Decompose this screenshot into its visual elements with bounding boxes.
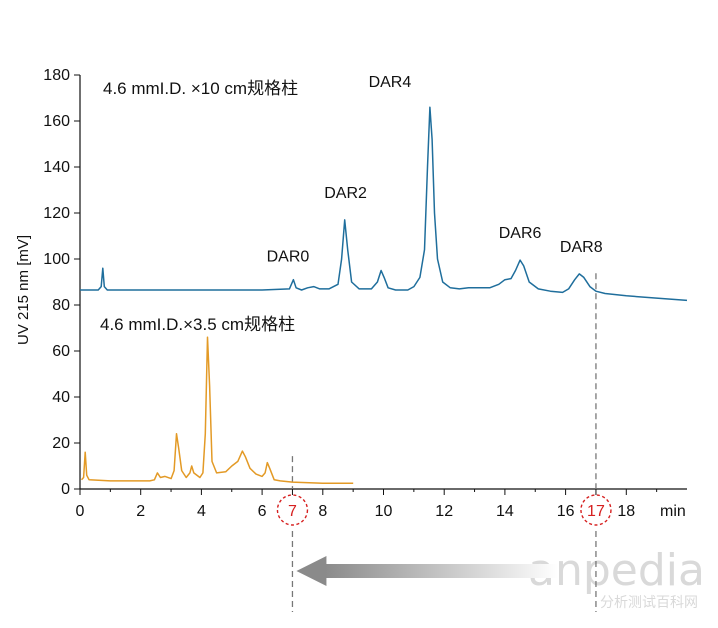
y-axis-title: UV 215 nm [mV]	[15, 235, 32, 345]
y-tick-label: 60	[52, 343, 70, 360]
peak-label: DAR6	[499, 225, 542, 242]
x-tick-label: 4	[197, 503, 206, 520]
x-tick-label: 10	[375, 503, 393, 520]
series-title-1: 4.6 mmI.D. ×10 cm规格柱	[103, 79, 298, 98]
y-tick-label: 180	[43, 67, 70, 84]
tick-highlight-circle	[580, 494, 612, 526]
peak-label: DAR4	[369, 74, 412, 91]
y-tick-label: 0	[61, 481, 70, 498]
y-tick-label: 40	[52, 389, 70, 406]
labels: 4.6 mmI.D. ×10 cm规格柱 4.6 mmI.D.×3.5 cm规格柱…	[100, 74, 603, 334]
x-tick-label: 12	[435, 503, 453, 520]
y-tick-label: 140	[43, 159, 70, 176]
series-line-1	[80, 106, 688, 302]
dashed-markers	[291, 273, 597, 612]
x-axis-title: min	[660, 503, 686, 520]
y-tick-label: 80	[52, 297, 70, 314]
arrow-head	[296, 556, 327, 586]
x-tick-label: 17	[587, 503, 605, 520]
watermark-subtext: 分析测试百科网	[600, 595, 698, 611]
arrow-shaft	[324, 564, 558, 578]
peak-label: DAR0	[267, 249, 310, 266]
y-tick-label: 160	[43, 113, 70, 130]
x-tick-label: 18	[617, 503, 635, 520]
series	[80, 106, 688, 485]
x-tick-label: 16	[557, 503, 575, 520]
series-title-2: 4.6 mmI.D.×3.5 cm规格柱	[100, 315, 295, 334]
x-tick-label: 2	[136, 503, 145, 520]
x-tick-label: 6	[258, 503, 267, 520]
y-tick-label: 100	[43, 251, 70, 268]
y-tick-label: 120	[43, 205, 70, 222]
x-tick-label: 14	[496, 503, 514, 520]
peak-label: DAR2	[324, 185, 367, 202]
series-line-2	[80, 336, 354, 485]
axes: 0 20 40 60 80 100 120 140 160 180 0 2 4 6 7 8 10 12 14 16 17…	[15, 67, 687, 526]
y-tick-label: 20	[52, 435, 70, 452]
tick-highlight-circle	[276, 494, 309, 526]
x-tick-label: 0	[76, 503, 85, 520]
x-tick-label: 7	[288, 503, 297, 520]
x-tick-label: 8	[318, 503, 327, 520]
peak-label: DAR8	[560, 239, 603, 256]
